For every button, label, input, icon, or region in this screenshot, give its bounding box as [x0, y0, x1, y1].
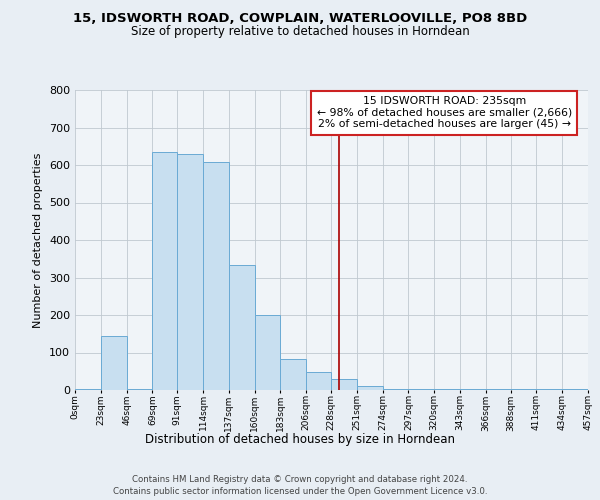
Bar	[511, 389, 536, 390]
Text: 15 IDSWORTH ROAD: 235sqm
← 98% of detached houses are smaller (2,666)
2% of semi: 15 IDSWORTH ROAD: 235sqm ← 98% of detach…	[317, 96, 572, 129]
Text: Distribution of detached houses by size in Horndean: Distribution of detached houses by size …	[145, 432, 455, 446]
Bar	[254, 314, 280, 390]
Bar	[280, 359, 306, 390]
Bar	[177, 154, 203, 390]
Bar	[152, 152, 177, 390]
Bar	[460, 389, 486, 390]
Bar	[409, 389, 434, 390]
Bar	[203, 162, 229, 390]
Bar	[562, 389, 588, 390]
Bar	[331, 379, 357, 390]
Bar	[306, 372, 331, 390]
Bar	[101, 336, 127, 390]
Bar	[75, 389, 101, 390]
Bar	[229, 265, 254, 390]
Text: Contains HM Land Registry data © Crown copyright and database right 2024.: Contains HM Land Registry data © Crown c…	[132, 475, 468, 484]
Bar	[536, 389, 562, 390]
Text: Contains public sector information licensed under the Open Government Licence v3: Contains public sector information licen…	[113, 488, 487, 496]
Text: 15, IDSWORTH ROAD, COWPLAIN, WATERLOOVILLE, PO8 8BD: 15, IDSWORTH ROAD, COWPLAIN, WATERLOOVIL…	[73, 12, 527, 26]
Text: Size of property relative to detached houses in Horndean: Size of property relative to detached ho…	[131, 25, 469, 38]
Bar	[357, 386, 383, 390]
Bar	[434, 389, 460, 390]
Bar	[127, 389, 152, 390]
Bar	[486, 389, 511, 390]
Y-axis label: Number of detached properties: Number of detached properties	[34, 152, 43, 328]
Bar	[383, 389, 409, 390]
